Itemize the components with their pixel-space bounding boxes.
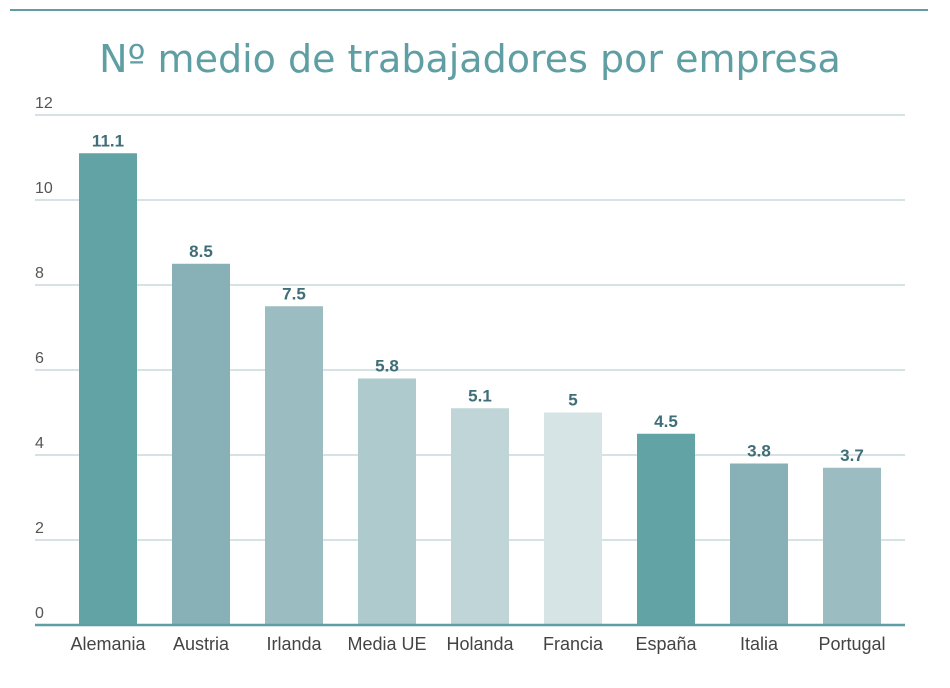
y-axis-ticks: 0 2 4 6 8 10 12 bbox=[35, 95, 53, 622]
data-label: 5 bbox=[568, 391, 577, 410]
bar-francia bbox=[544, 412, 602, 625]
y-tick-label: 2 bbox=[35, 520, 44, 537]
data-label: 4.5 bbox=[654, 412, 678, 431]
data-label: 11.1 bbox=[92, 131, 124, 150]
bar-italia bbox=[730, 463, 788, 625]
y-tick-label: 0 bbox=[35, 605, 44, 622]
data-label: 5.1 bbox=[468, 386, 492, 405]
y-tick-label: 8 bbox=[35, 265, 44, 282]
bar-media-ue bbox=[358, 378, 416, 625]
data-labels: 11.1 8.5 7.5 5.8 5.1 5 4.5 3.8 3.7 bbox=[92, 131, 864, 465]
data-label: 7.5 bbox=[282, 284, 306, 303]
x-axis-ticks: Alemania Austria Irlanda Media UE Holanda Fra… bbox=[70, 634, 885, 654]
x-tick-label: Francia bbox=[543, 634, 604, 654]
x-tick-label: Alemania bbox=[70, 634, 146, 654]
bar-alemania bbox=[79, 153, 137, 625]
data-label: 3.7 bbox=[840, 446, 864, 465]
chart-title: Nº medio de trabajadores por empresa bbox=[99, 37, 841, 81]
bar-holanda bbox=[451, 408, 509, 625]
y-tick-label: 6 bbox=[35, 350, 44, 367]
data-label: 8.5 bbox=[189, 242, 213, 261]
x-tick-label: Austria bbox=[173, 634, 230, 654]
data-label: 3.8 bbox=[747, 442, 771, 461]
bar-irlanda bbox=[265, 306, 323, 625]
y-tick-label: 10 bbox=[35, 180, 53, 197]
x-tick-label: Italia bbox=[740, 634, 779, 654]
bar-portugal bbox=[823, 467, 881, 625]
y-tick-label: 12 bbox=[35, 95, 53, 112]
bars bbox=[79, 153, 881, 625]
y-tick-label: 4 bbox=[35, 435, 44, 452]
data-label: 5.8 bbox=[375, 357, 399, 376]
x-tick-label: Portugal bbox=[818, 634, 885, 654]
bar-españa bbox=[637, 433, 695, 625]
x-tick-label: España bbox=[635, 634, 697, 654]
bar-austria bbox=[172, 263, 230, 625]
x-tick-label: Irlanda bbox=[266, 634, 322, 654]
x-tick-label: Media UE bbox=[347, 634, 426, 654]
x-tick-label: Holanda bbox=[446, 634, 514, 654]
